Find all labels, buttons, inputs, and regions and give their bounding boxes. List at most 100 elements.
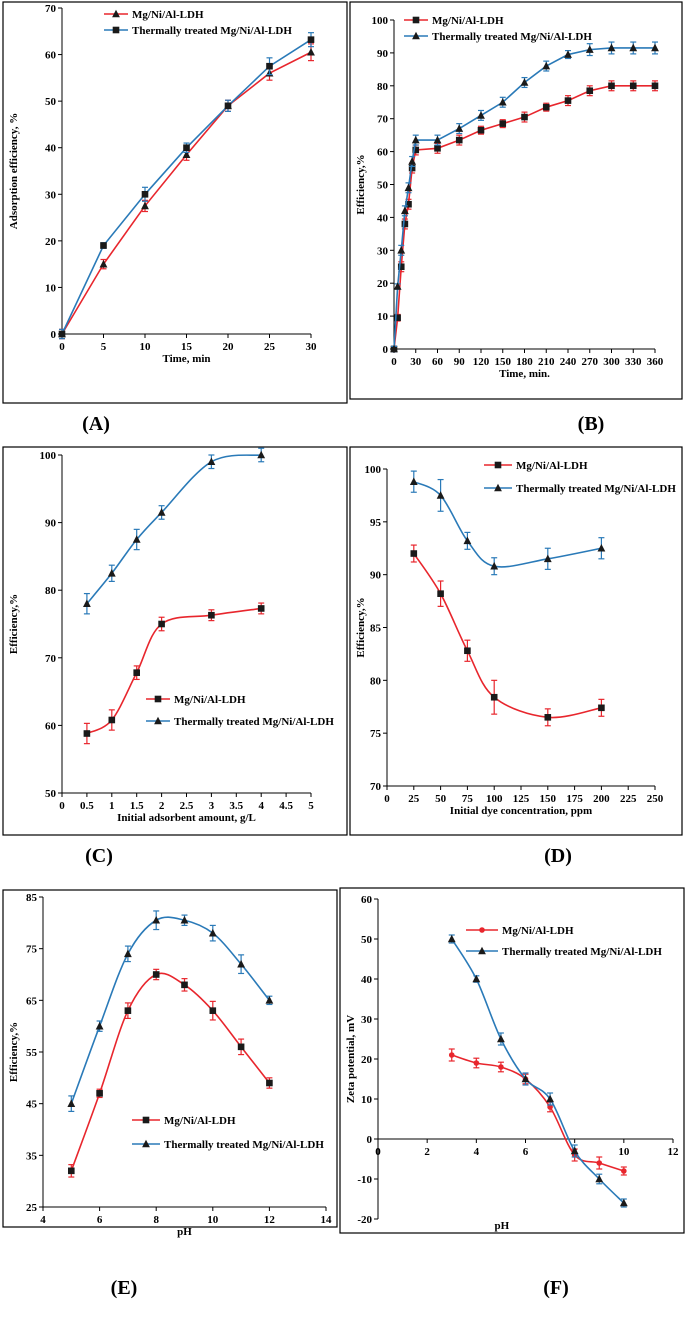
- x-tick-label: 2: [159, 800, 165, 812]
- x-tick-label: 8: [153, 1214, 159, 1226]
- data-point: [621, 1168, 627, 1174]
- y-tick-label: -20: [357, 1214, 372, 1226]
- data-point: [585, 45, 594, 53]
- legend-marker: [479, 927, 485, 933]
- data-point: [473, 1060, 480, 1066]
- y-tick-label: 0: [367, 1134, 373, 1146]
- data-point: [237, 1043, 245, 1051]
- x-tick-label: 10: [618, 1146, 630, 1158]
- x-tick-label: 6: [523, 1146, 529, 1158]
- legend-label: Thermally treated Mg/Ni/Al-LDH: [432, 31, 592, 43]
- x-tick-label: 12: [264, 1214, 276, 1226]
- data-point: [542, 61, 551, 70]
- y-tick-label: 100: [40, 450, 57, 462]
- data-point: [463, 536, 472, 545]
- data-point: [596, 1160, 603, 1166]
- series-line: [413, 553, 602, 719]
- data-point: [68, 1167, 75, 1175]
- data-point: [67, 1099, 76, 1107]
- y-tick-label: 20: [377, 278, 389, 290]
- data-point: [521, 113, 528, 121]
- series-line: [393, 47, 655, 350]
- series-2: [409, 470, 606, 576]
- data-point: [651, 82, 659, 90]
- y-tick-label: 60: [45, 50, 57, 62]
- data-point: [307, 47, 315, 56]
- series-line: [451, 938, 625, 1204]
- y-tick-label: 10: [361, 1094, 373, 1106]
- y-tick-label: 75: [370, 728, 382, 740]
- data-point: [448, 1052, 455, 1058]
- panel-label: (D): [544, 845, 572, 867]
- x-tick-label: 20: [223, 341, 235, 353]
- data-point: [96, 1090, 103, 1097]
- y-tick-label: 95: [370, 517, 382, 529]
- data-point: [404, 183, 413, 192]
- data-point: [651, 43, 659, 52]
- data-point: [83, 730, 91, 737]
- y-tick-label: 20: [361, 1054, 373, 1066]
- series-1: [410, 544, 605, 727]
- data-point: [307, 36, 315, 43]
- y-tick-label: 70: [377, 114, 389, 126]
- x-tick-label: 30: [306, 341, 318, 353]
- data-point: [83, 599, 91, 608]
- data-point: [546, 1094, 554, 1103]
- x-axis-label: pH: [177, 1226, 192, 1238]
- data-point: [542, 103, 550, 111]
- data-point: [408, 164, 416, 172]
- x-tick-label: 120: [473, 356, 490, 368]
- y-tick-label: 0: [383, 344, 389, 356]
- series-line: [393, 85, 655, 350]
- y-tick-label: 100: [372, 15, 389, 27]
- y-tick-label: 80: [377, 81, 389, 93]
- legend-marker: [412, 16, 420, 24]
- x-tick-label: 150: [495, 356, 512, 368]
- x-axis-label: Initial adsorbent amount, g/L: [117, 812, 256, 824]
- x-tick-label: 200: [593, 793, 610, 805]
- data-point: [208, 928, 217, 937]
- data-point: [180, 915, 189, 924]
- panel-label: (A): [82, 413, 110, 435]
- legend-label: Mg/Ni/Al-LDH: [132, 9, 204, 21]
- legend-label: Thermally treated Mg/Ni/Al-LDH: [174, 716, 334, 728]
- data-point: [207, 457, 216, 466]
- x-tick-label: 100: [486, 793, 503, 805]
- data-point: [266, 62, 273, 70]
- x-tick-label: 330: [625, 356, 642, 368]
- data-point: [141, 190, 149, 198]
- x-tick-label: 1: [109, 800, 115, 812]
- chart-A: 0 10 20 30 40 50 60 70 0 5 10 15 20 25 30 Time, min Adso…: [2, 1, 348, 404]
- data-point: [433, 135, 442, 144]
- x-axis-label: pH: [495, 1220, 510, 1232]
- data-point: [409, 477, 418, 485]
- data-point: [477, 111, 485, 119]
- y-tick-label: 20: [45, 236, 57, 248]
- y-tick-label: 50: [45, 788, 57, 800]
- data-point: [455, 124, 464, 132]
- series-2: [390, 41, 659, 353]
- data-point: [437, 590, 444, 597]
- data-point: [401, 220, 409, 228]
- data-point: [394, 314, 401, 322]
- legend-marker: [142, 1139, 150, 1148]
- data-point: [543, 554, 552, 563]
- x-tick-label: 5: [308, 800, 314, 812]
- data-point: [58, 330, 66, 338]
- x-tick-label: 15: [181, 341, 193, 353]
- data-point: [158, 620, 165, 628]
- legend-marker: [112, 9, 120, 18]
- series-2: [58, 32, 315, 340]
- chart-B: 0 10 20 30 40 50 60 70 80 90 100 0 30 60 90 120 150 180 21…: [349, 1, 683, 400]
- legend-marker: [412, 31, 420, 40]
- legend: Mg/Ni/Al-LDH Thermally treated Mg/Ni/Al-L…: [404, 15, 592, 43]
- data-point: [390, 344, 398, 353]
- data-point: [405, 200, 412, 208]
- y-tick-label: 60: [377, 147, 389, 159]
- chart-frame: [339, 887, 685, 1234]
- x-tick-label: 75: [462, 793, 474, 805]
- y-tick-label: 85: [26, 892, 38, 904]
- y-tick-label: 25: [26, 1202, 38, 1214]
- legend: Mg/Ni/Al-LDH Thermally treated Mg/Ni/Al-L…: [484, 460, 676, 495]
- x-tick-label: 30: [410, 356, 422, 368]
